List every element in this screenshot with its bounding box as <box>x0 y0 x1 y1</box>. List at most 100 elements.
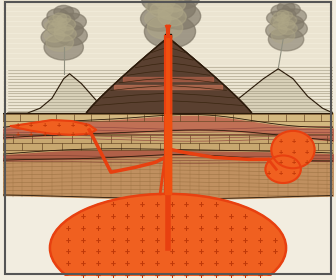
Ellipse shape <box>45 20 61 31</box>
Ellipse shape <box>150 0 169 6</box>
Ellipse shape <box>283 3 300 15</box>
Text: +: + <box>214 200 219 209</box>
Ellipse shape <box>265 155 301 183</box>
Ellipse shape <box>145 10 171 27</box>
Text: +: + <box>243 235 248 244</box>
Text: +: + <box>214 224 219 233</box>
Ellipse shape <box>61 13 86 30</box>
Ellipse shape <box>42 16 66 31</box>
Text: +: + <box>199 200 204 209</box>
Text: +: + <box>15 122 19 128</box>
Text: +: + <box>155 235 160 244</box>
Ellipse shape <box>150 2 173 17</box>
Text: +: + <box>199 248 204 256</box>
Ellipse shape <box>266 11 288 25</box>
Text: +: + <box>169 259 174 268</box>
Ellipse shape <box>271 5 291 17</box>
Text: +: + <box>84 131 88 137</box>
Text: +: + <box>96 224 101 233</box>
Ellipse shape <box>271 28 295 43</box>
Ellipse shape <box>271 14 294 29</box>
Text: +: + <box>81 248 86 256</box>
Text: +: + <box>214 212 219 221</box>
Ellipse shape <box>58 18 76 30</box>
Ellipse shape <box>54 5 74 18</box>
Text: +: + <box>81 271 86 280</box>
Ellipse shape <box>277 2 295 13</box>
Text: +: + <box>184 224 189 233</box>
Text: +: + <box>243 259 248 268</box>
Polygon shape <box>8 74 165 113</box>
Text: +: + <box>292 159 296 165</box>
Text: +: + <box>305 159 309 165</box>
Text: +: + <box>292 138 296 144</box>
Text: +: + <box>228 248 234 256</box>
Text: +: + <box>258 248 263 256</box>
Text: +: + <box>199 271 204 280</box>
Ellipse shape <box>273 12 286 21</box>
Text: +: + <box>140 259 145 268</box>
Text: +: + <box>258 259 263 268</box>
Ellipse shape <box>156 0 174 1</box>
Ellipse shape <box>279 19 295 30</box>
Text: +: + <box>111 248 115 256</box>
Ellipse shape <box>48 23 66 34</box>
Text: +: + <box>305 148 309 155</box>
Ellipse shape <box>160 3 201 29</box>
Text: +: + <box>214 259 219 268</box>
Polygon shape <box>175 69 333 113</box>
Ellipse shape <box>41 28 71 47</box>
Text: +: + <box>279 170 283 176</box>
Text: +: + <box>111 259 115 268</box>
Polygon shape <box>86 38 252 113</box>
Text: +: + <box>125 212 130 221</box>
Ellipse shape <box>60 7 79 20</box>
Text: +: + <box>273 235 278 244</box>
Text: +: + <box>29 122 33 128</box>
Ellipse shape <box>270 17 284 26</box>
Text: +: + <box>292 148 296 155</box>
Text: +: + <box>243 271 248 280</box>
Ellipse shape <box>283 9 306 24</box>
Text: +: + <box>199 259 204 268</box>
Text: +: + <box>169 271 174 280</box>
Text: +: + <box>125 271 130 280</box>
Text: +: + <box>279 148 283 155</box>
Bar <box>3 0 333 113</box>
Text: +: + <box>243 248 248 256</box>
Ellipse shape <box>276 8 296 21</box>
Ellipse shape <box>148 16 183 39</box>
Ellipse shape <box>48 15 63 25</box>
Text: +: + <box>292 170 296 176</box>
Ellipse shape <box>271 131 314 168</box>
Ellipse shape <box>57 14 71 23</box>
Ellipse shape <box>50 194 286 280</box>
Ellipse shape <box>162 0 179 3</box>
Text: +: + <box>66 224 71 233</box>
Text: +: + <box>43 122 47 128</box>
Ellipse shape <box>54 24 74 36</box>
Text: +: + <box>96 271 101 280</box>
Text: +: + <box>111 224 115 233</box>
Text: +: + <box>228 212 234 221</box>
Text: +: + <box>155 200 160 209</box>
Text: +: + <box>228 224 234 233</box>
Text: +: + <box>140 212 145 221</box>
Ellipse shape <box>158 8 186 26</box>
Ellipse shape <box>155 0 175 9</box>
Text: +: + <box>140 248 145 256</box>
Text: +: + <box>184 200 189 209</box>
Ellipse shape <box>145 0 167 13</box>
Text: +: + <box>184 259 189 268</box>
Text: +: + <box>169 224 174 233</box>
Ellipse shape <box>148 0 181 17</box>
Ellipse shape <box>47 19 73 36</box>
Text: +: + <box>57 122 61 128</box>
Text: +: + <box>125 224 130 233</box>
Text: +: + <box>155 212 160 221</box>
Text: +: + <box>81 235 86 244</box>
Text: +: + <box>214 271 219 280</box>
Text: +: + <box>214 235 219 244</box>
Ellipse shape <box>277 10 289 18</box>
Text: +: + <box>279 159 283 165</box>
